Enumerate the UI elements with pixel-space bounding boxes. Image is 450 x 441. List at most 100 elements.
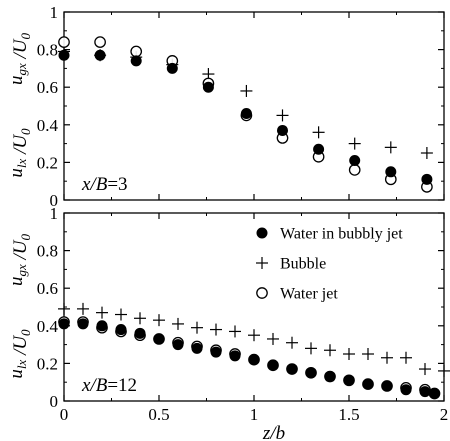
data-point-filled-circle — [286, 363, 298, 375]
x-tick-label: 1.5 — [338, 405, 359, 424]
data-point-filled-circle — [343, 374, 355, 386]
data-point-plus — [419, 363, 431, 376]
series-filled-circle — [58, 318, 440, 399]
legend-entry: Bubble — [256, 256, 326, 273]
data-point-plus — [343, 348, 355, 360]
x-tick-label: 0.5 — [148, 405, 169, 424]
data-point-filled-circle — [153, 333, 165, 345]
y-axis-label-gas: ugx /U0 — [6, 32, 33, 85]
x-tick-label: 1 — [250, 405, 259, 424]
y-tick-label: 0.6 — [37, 279, 58, 298]
y-tick-label: 0.2 — [37, 354, 58, 373]
data-point-filled-circle — [421, 173, 433, 185]
legend-label: Bubble — [280, 256, 326, 273]
y-tick-label: 0.4 — [37, 116, 59, 135]
series-plus — [58, 45, 433, 159]
data-point-filled-circle — [229, 350, 241, 362]
x-tick-label: 0 — [60, 405, 69, 424]
data-point-plus — [210, 323, 222, 336]
data-point-filled-circle — [324, 371, 336, 383]
y-tick-label: 0.6 — [37, 78, 58, 97]
data-point-open-circle — [348, 164, 361, 176]
data-point-filled-circle — [349, 155, 361, 167]
data-point-plus — [312, 126, 325, 139]
y-tick-label: 1 — [50, 3, 59, 22]
x-tick-label: 2 — [440, 405, 449, 424]
data-point-plus — [240, 84, 253, 97]
y-tick-label: 0 — [50, 392, 59, 411]
series-plus — [58, 302, 450, 377]
data-point-filled-circle — [134, 327, 146, 339]
data-point-plus — [276, 109, 289, 122]
data-point-filled-circle — [313, 143, 325, 155]
data-point-filled-circle — [305, 367, 317, 379]
data-point-plus — [267, 332, 279, 345]
data-point-plus — [384, 141, 397, 154]
y-tick-label: 0 — [50, 191, 59, 210]
x-axis-label: z/b — [262, 423, 285, 441]
data-point-filled-circle — [240, 108, 252, 120]
data-point-open-circle — [58, 36, 70, 48]
data-point-filled-circle — [115, 324, 127, 336]
y-axis-label-gas: ugx /U0 — [6, 233, 33, 286]
y-tick-label: 0.4 — [37, 317, 59, 336]
data-point-open-circle — [130, 45, 143, 58]
series-filled-circle — [58, 49, 433, 185]
y-tick-label: 0.8 — [37, 41, 58, 60]
legend-label: Water jet — [280, 286, 338, 303]
data-point-plus — [229, 325, 241, 338]
data-point-filled-circle — [429, 387, 440, 399]
data-point-open-circle — [94, 36, 106, 48]
data-point-filled-circle — [202, 81, 214, 93]
data-point-filled-circle — [77, 318, 89, 330]
data-point-plus — [362, 348, 374, 360]
y-tick-label: 1 — [50, 204, 59, 223]
data-point-plus — [96, 306, 108, 319]
data-point-plus — [381, 351, 393, 364]
data-point-plus — [153, 314, 165, 327]
data-point-plus — [305, 342, 317, 355]
data-point-plus — [324, 344, 336, 357]
legend-entry: Water jet — [256, 286, 338, 303]
data-point-plus — [400, 351, 412, 364]
legend-marker-filled-circle — [256, 227, 268, 239]
legend-marker-plus — [256, 257, 268, 269]
data-point-filled-circle — [381, 380, 393, 392]
legend-entry: Water in bubbly jet — [256, 226, 403, 243]
panel-bottom: 0 0.5 1 1.5 2 0 0.2 0.4 0.6 0.8 1 ulx /U0 ugx /U0 x/B… — [6, 204, 450, 441]
legend-label: Water in bubbly jet — [280, 226, 403, 243]
data-point-filled-circle — [385, 166, 397, 178]
data-point-filled-circle — [58, 49, 70, 61]
panel-label: x/B=3 — [81, 174, 128, 195]
data-point-plus — [58, 302, 70, 315]
data-point-filled-circle — [94, 49, 106, 61]
data-point-filled-circle — [58, 318, 70, 330]
data-point-plus — [438, 364, 450, 377]
y-tick-label: 0.2 — [37, 153, 58, 172]
y-axis-label-liquid: ulx /U0 — [6, 128, 33, 178]
data-point-filled-circle — [210, 346, 222, 358]
data-point-plus — [115, 308, 127, 321]
data-point-filled-circle — [166, 62, 178, 74]
data-point-filled-circle — [362, 378, 374, 390]
data-point-plus — [248, 329, 260, 342]
data-point-plus — [191, 321, 203, 334]
legend: Water in bubbly jet Bubble Water jet — [256, 226, 403, 303]
data-point-plus — [172, 317, 184, 330]
data-point-filled-circle — [277, 124, 288, 136]
data-point-filled-circle — [400, 384, 412, 396]
legend-marker-open-circle — [256, 287, 268, 299]
data-point-filled-circle — [267, 359, 279, 371]
panel-top: 0 0.2 0.4 0.6 0.8 1 ulx /U0 ugx /U0 x/B=3 — [6, 3, 445, 210]
data-point-filled-circle — [172, 339, 184, 351]
data-point-plus — [134, 312, 146, 325]
data-point-filled-circle — [130, 55, 142, 67]
data-point-filled-circle — [96, 320, 108, 332]
data-point-filled-circle — [191, 342, 203, 354]
y-axis-label-liquid: ulx /U0 — [6, 329, 33, 379]
data-point-filled-circle — [419, 386, 431, 398]
y-tick-label: 0.8 — [37, 242, 58, 261]
data-point-plus — [286, 336, 298, 349]
data-point-plus — [77, 302, 89, 315]
